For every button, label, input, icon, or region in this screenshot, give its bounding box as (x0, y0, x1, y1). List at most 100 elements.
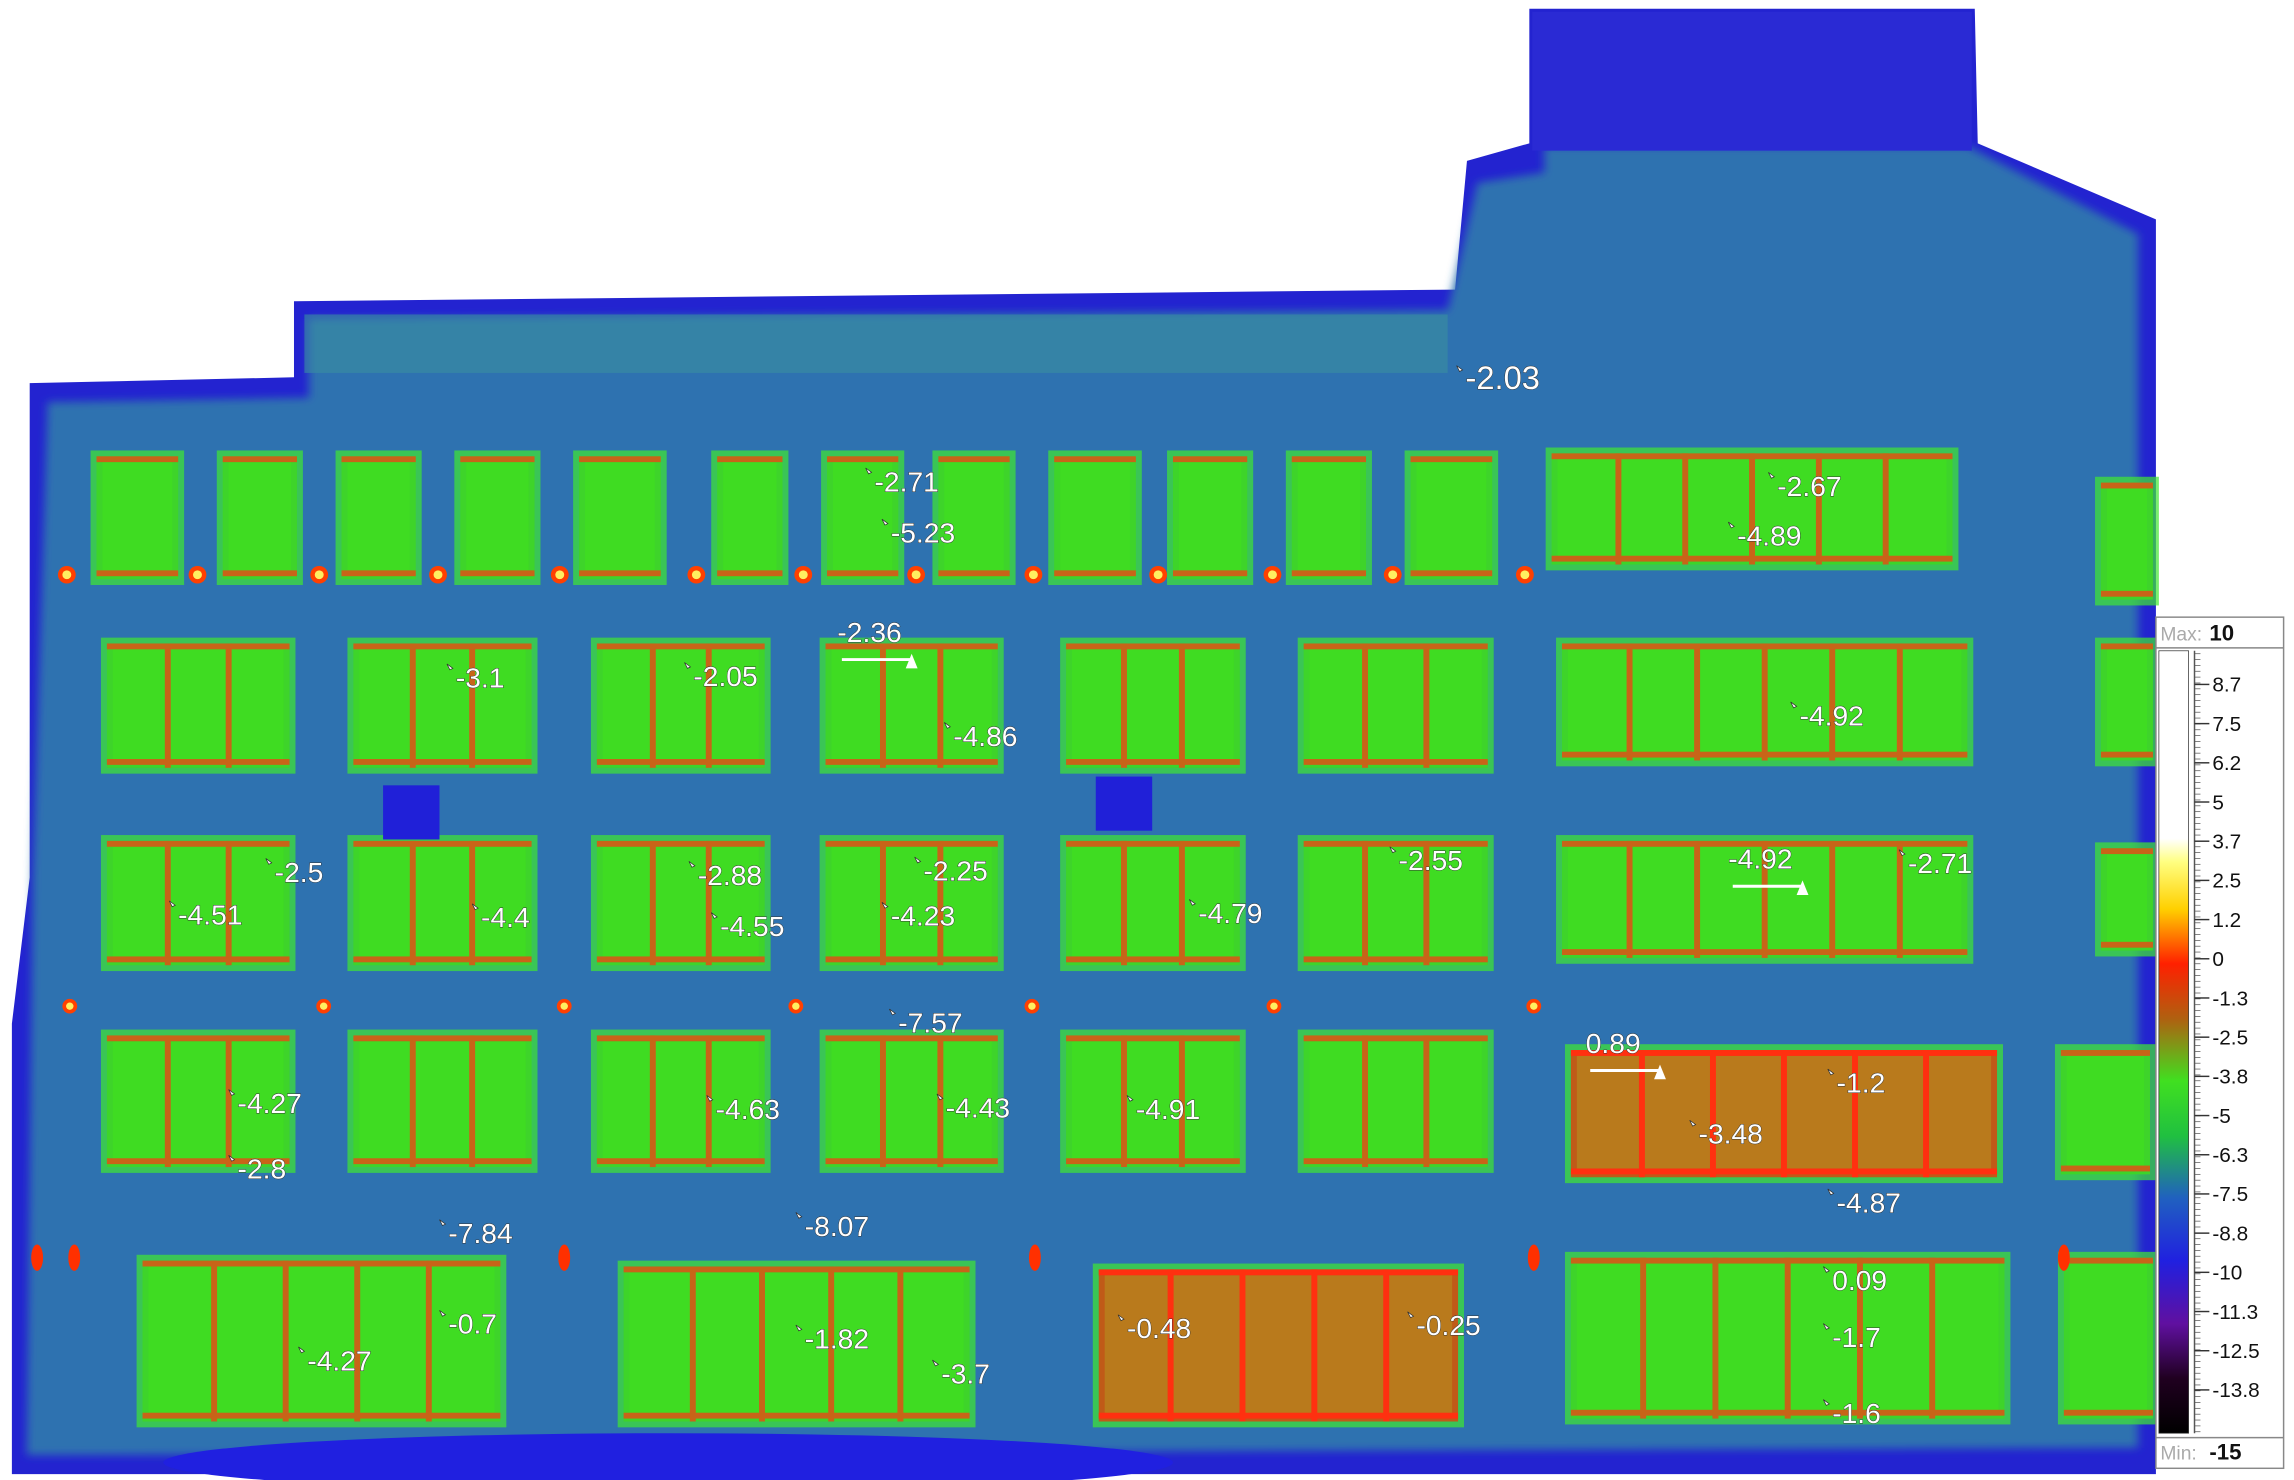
temperature-label: 0.09 (1832, 1265, 1887, 1296)
temperature-label: -3.7 (941, 1359, 990, 1390)
scale-tick-label: -13.8 (2212, 1379, 2259, 1402)
spot-marker-icon (1822, 1323, 1830, 1330)
window (573, 450, 667, 585)
temperature-label: -4.92 (1800, 701, 1864, 732)
spot-marker-icon (684, 662, 692, 669)
hot-spots (31, 565, 2070, 1271)
window (617, 1260, 976, 1428)
scale-tick-label: 5 (2212, 791, 2224, 814)
window (2057, 1251, 2159, 1425)
scale-tick-label: 0 (2212, 948, 2224, 971)
scale-tick-label: 1.2 (2212, 909, 2241, 932)
hot-spot (558, 1244, 571, 1271)
temperature-label: -2.25 (924, 856, 988, 887)
temperature-label: -2.67 (1777, 471, 1841, 502)
temperature-label: -0.48 (1127, 1313, 1191, 1344)
hot-spot (2057, 1244, 2070, 1271)
temperature-label: -7.84 (448, 1218, 512, 1249)
temperature-label: -0.25 (1416, 1310, 1480, 1341)
window (1285, 450, 1372, 585)
window (711, 450, 789, 585)
spot-marker-icon (1407, 1311, 1415, 1319)
hot-spot (1527, 1244, 1540, 1271)
window (136, 1254, 507, 1428)
scale-tick-label: 6.2 (2212, 752, 2241, 775)
scale-tick-label: -12.5 (2212, 1340, 2259, 1363)
temperature-label: -2.71 (1908, 848, 1972, 879)
spot-marker-icon (932, 1359, 940, 1367)
spot-marker-icon (446, 663, 454, 671)
temperature-label: -0.7 (448, 1309, 497, 1340)
window (1048, 450, 1142, 585)
scale-tick-label: -8.8 (2212, 1223, 2248, 1246)
spot-marker-icon (228, 1089, 236, 1096)
scale-min-label: Min: (2160, 1444, 2196, 1465)
window (1297, 835, 1494, 972)
temperature-label: -4.4 (481, 902, 530, 933)
spot-marker-icon (1117, 1314, 1125, 1322)
spot-marker-icon (881, 518, 889, 526)
temperature-label: -4.91 (1136, 1094, 1200, 1125)
temperature-label: -4.87 (1837, 1188, 1901, 1219)
temperature-label: -8.07 (805, 1211, 869, 1242)
spot-marker-icon (914, 856, 922, 864)
windows (90, 447, 2159, 1428)
marker-arrow-icon (1654, 1064, 1666, 1080)
temperature-label: -4.86 (953, 721, 1017, 752)
spot-marker-icon (943, 722, 951, 729)
temperature-label: -2.71 (875, 467, 939, 498)
window (819, 835, 1004, 972)
temperature-label: -3.1 (456, 663, 505, 694)
window (819, 1029, 1004, 1173)
window (90, 450, 185, 585)
spot-marker-icon (1827, 1188, 1835, 1196)
window (1060, 637, 1246, 774)
temperature-label: -1.6 (1832, 1398, 1881, 1429)
window (2095, 476, 2159, 606)
window (347, 637, 538, 774)
temperature-label: -4.23 (891, 901, 955, 932)
temperature-label: -4.27 (307, 1346, 371, 1377)
spot-marker-icon (439, 1310, 447, 1317)
spot-marker-icon (298, 1346, 306, 1354)
color-scale: Max: 10 8.7 7.5 6.2 5 3.7 2.5 1.2 0 -1.3 -2.5 -3.8… (2155, 616, 2285, 1470)
window (1564, 1044, 2003, 1184)
temperature-label: -4.51 (178, 899, 242, 930)
window (1297, 1029, 1494, 1173)
spot-marker-icon (1389, 846, 1397, 854)
temperature-label: 0.89 (1586, 1028, 1641, 1059)
window (821, 450, 905, 585)
temperature-label: -4.63 (716, 1094, 780, 1125)
scale-tick-label: -6.3 (2212, 1144, 2248, 1167)
scale-tick-label: 7.5 (2212, 713, 2241, 736)
scale-tick-label: -1.3 (2212, 987, 2248, 1010)
temperature-label: -4.79 (1198, 898, 1262, 929)
hot-spot (1028, 1244, 1041, 1271)
spot-marker-icon (1689, 1119, 1697, 1127)
tower (1532, 11, 1972, 151)
window (347, 835, 538, 972)
window (932, 450, 1016, 585)
window (347, 1029, 538, 1173)
scale-tick-label: 2.5 (2212, 870, 2241, 893)
window (1556, 835, 1974, 964)
window (1404, 450, 1499, 585)
temperature-label: -2.05 (693, 661, 757, 692)
parapet (304, 314, 1448, 373)
temperature-label: -4.55 (720, 911, 784, 942)
temperature-label: -2.8 (238, 1154, 287, 1185)
temperature-label: -2.03 (1465, 360, 1539, 396)
temperature-label: -7.57 (898, 1008, 962, 1039)
window (1564, 1251, 2011, 1425)
window (454, 450, 541, 585)
scale-tick-label: -2.5 (2212, 1027, 2248, 1050)
window (1556, 637, 1974, 767)
spot-marker-icon (795, 1324, 803, 1332)
temperature-labels: -2.03 -2.71 -5.23 -2.67 -4.89 -2.36 -3.1 -2.05 -… (168, 360, 1973, 1429)
temperature-label: -2.5 (275, 857, 324, 888)
spot-marker-icon (1790, 701, 1798, 709)
temperature-label: -1.7 (1832, 1322, 1881, 1353)
scale-tick-label: 8.7 (2212, 674, 2241, 697)
temperature-label: -2.55 (1399, 845, 1463, 876)
